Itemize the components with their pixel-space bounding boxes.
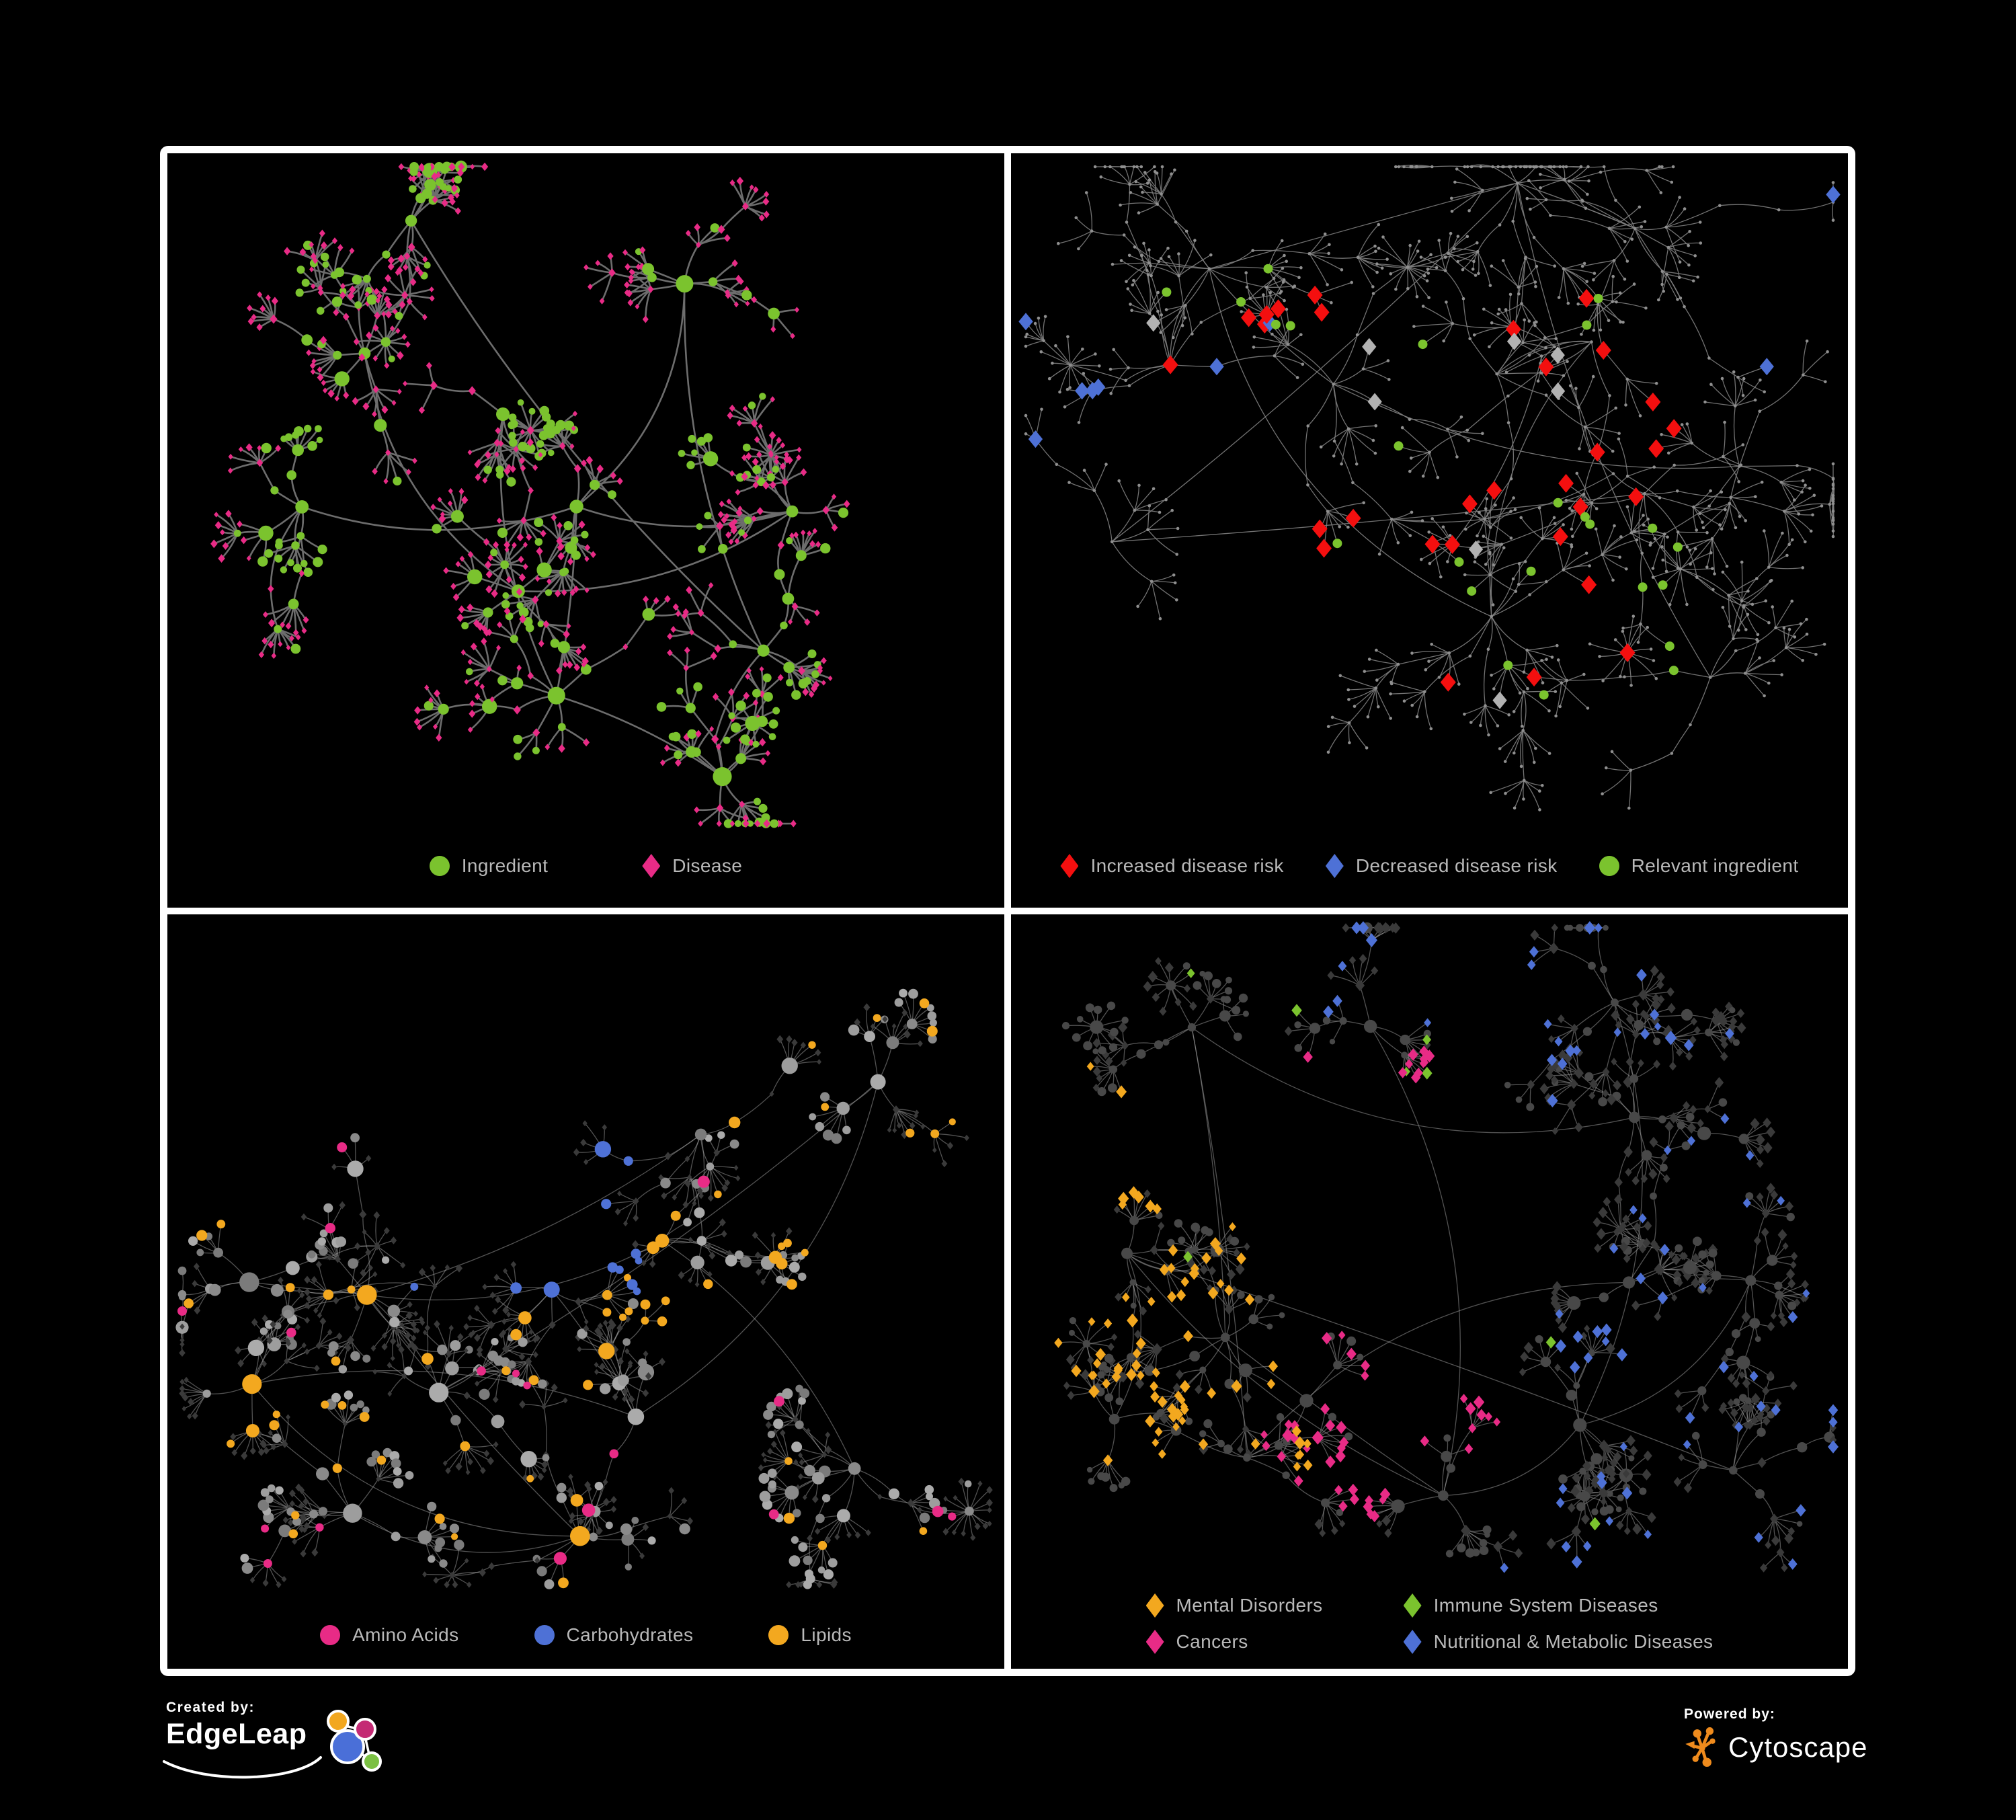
legend-item-disease: Disease [642,854,742,878]
ingredient-disease-network [210,160,850,828]
panel-disease-classes: Mental Disorders Immune System Diseases Ca… [1011,914,1848,1669]
powered-by-label: Powered by: [1684,1706,1775,1722]
panel-disease-risk: Increased disease risk Decreased disease … [1011,153,1848,908]
edgeleap-node-orange [326,1710,350,1733]
mental-disorders-diamond-icon [1145,1593,1164,1618]
legend-label: Increased disease risk [1090,855,1284,876]
powered-by-block: Powered by: Cytoscape [1684,1706,1867,1768]
legend-item-increased-disease-risk: Increased disease risk [1060,854,1283,878]
legend-item-carbohydrates: Carbohydrates [534,1624,694,1646]
legend-label: Ingredient [461,855,549,876]
immune-system-diseases-diamond-icon [1403,1593,1422,1618]
decreased-disease-risk-diamond-icon [1325,854,1344,878]
disease-classes-network [1054,921,1839,1573]
legend-item-amino-acids: Amino Acids [320,1624,458,1646]
legend-label: Amino Acids [352,1624,459,1645]
legend-item-immune-system-diseases: Immune System Diseases [1403,1593,1658,1618]
legend-label: Carbohydrates [566,1624,694,1645]
legend-label: Mental Disorders [1176,1595,1323,1616]
edgeleap-node-blue [329,1729,365,1764]
created-by-block: Created by: EdgeLeap [162,1700,388,1782]
disease-diamond-icon [642,854,661,878]
relevant-ingredient-circle-icon [1599,856,1619,876]
cancers-diamond-icon [1145,1630,1164,1654]
edgeleap-node-magenta [353,1718,376,1741]
ingredient-disease-legend: Ingredient Disease [167,854,1004,878]
disease-risk-legend: Increased disease risk Decreased disease … [1011,854,1848,878]
legend-item-nutritional-metabolic-diseases: Nutritional & Metabolic Diseases [1403,1630,1713,1654]
legend-item-cancers: Cancers [1145,1630,1248,1654]
legend-item-lipids: Lipids [768,1624,852,1646]
cytoscape-wordmark: Cytoscape [1728,1731,1868,1763]
legend-label: Disease [672,855,743,876]
cytoscape-logo-icon [1685,1727,1716,1767]
increased-disease-risk-diamond-icon [1060,854,1079,878]
panel-nutrient-classes: Amino Acids Carbohydrates Lipids [167,914,1004,1669]
legend-label: Nutritional & Metabolic Diseases [1433,1631,1713,1652]
legend-label: Decreased disease risk [1355,855,1558,876]
legend-item-relevant-ingredient: Relevant ingredient [1599,855,1799,877]
legend-label: Relevant ingredient [1631,855,1799,876]
created-by-label: Created by: [166,1700,255,1715]
nutrient-classes-network [175,988,993,1589]
legend-label: Lipids [801,1624,852,1645]
carbohydrates-circle-icon [534,1625,555,1645]
nutrient-classes-legend: Amino Acids Carbohydrates Lipids [167,1624,1004,1646]
legend-label: Immune System Diseases [1433,1595,1658,1616]
legend-item-decreased-disease-risk: Decreased disease risk [1325,854,1558,878]
disease-risk-network [1018,164,1841,812]
ingredient-circle-icon [429,856,450,876]
panel-ingredient-disease: Ingredient Disease [167,153,1004,908]
figure-board: Ingredient Disease Increased disease risk… [160,146,1855,1676]
nutritional-metabolic-diseases-diamond-icon [1403,1630,1422,1654]
edgeleap-wordmark: EdgeLeap [166,1718,307,1750]
edgeleap-logo-icon [162,1710,382,1779]
lipids-circle-icon [768,1625,789,1645]
legend-item-mental-disorders: Mental Disorders [1145,1593,1323,1618]
disease-classes-legend: Mental Disorders Immune System Diseases Ca… [1145,1593,1713,1654]
amino-acids-circle-icon [320,1625,341,1645]
edgeleap-node-green [361,1751,382,1772]
legend-label: Cancers [1176,1631,1248,1652]
legend-item-ingredient: Ingredient [429,855,549,877]
